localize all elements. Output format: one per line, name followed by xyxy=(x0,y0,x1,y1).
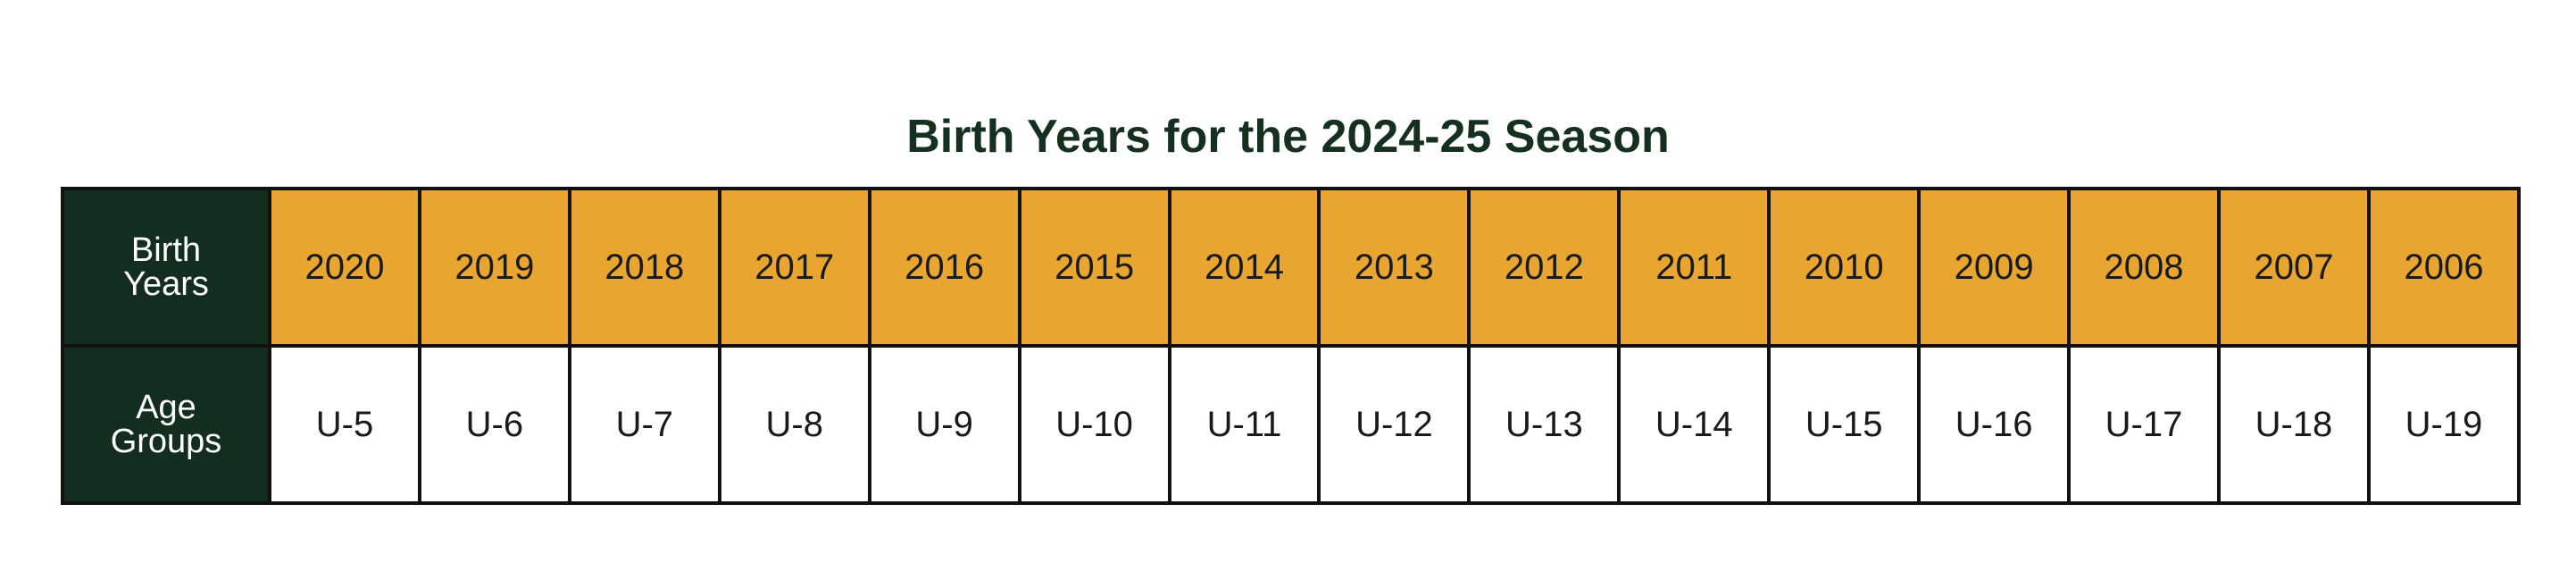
year-cell: 2010 xyxy=(1767,187,1922,348)
birth-years-table: Birth Years 2020 2019 2018 2017 2016 201… xyxy=(61,187,2522,505)
year-cell: 2009 xyxy=(1917,187,2072,348)
year-cell: 2007 xyxy=(2216,187,2371,348)
age-group-cell: U-18 xyxy=(2216,344,2371,505)
year-cell: 2018 xyxy=(567,187,721,348)
year-cell: 2011 xyxy=(1617,187,1772,348)
age-group-cell: U-5 xyxy=(268,344,421,505)
age-group-cell: U-16 xyxy=(1917,344,2072,505)
page-title: Birth Years for the 2024-25 Season xyxy=(906,110,1670,163)
age-group-cell: U-12 xyxy=(1317,344,1471,505)
birth-years-row: Birth Years 2020 2019 2018 2017 2016 201… xyxy=(61,187,2522,348)
year-cell: 2019 xyxy=(417,187,571,348)
year-cell: 2006 xyxy=(2366,187,2522,348)
year-cell: 2015 xyxy=(1017,187,1171,348)
age-groups-header: Age Groups xyxy=(61,344,271,505)
age-group-cell: U-6 xyxy=(417,344,571,505)
year-cell: 2014 xyxy=(1167,187,1321,348)
year-cell: 2020 xyxy=(268,187,421,348)
year-cell: 2013 xyxy=(1317,187,1471,348)
age-group-cell: U-13 xyxy=(1467,344,1621,505)
birth-years-header: Birth Years xyxy=(61,187,271,348)
age-groups-row: Age Groups U-5 U-6 U-7 U-8 U-9 U-10 U-11… xyxy=(61,344,2522,505)
age-group-cell: U-8 xyxy=(717,344,871,505)
year-cell: 2012 xyxy=(1467,187,1621,348)
age-groups-header-label: Age Groups xyxy=(110,389,222,460)
age-group-cell: U-10 xyxy=(1017,344,1171,505)
age-group-cell: U-19 xyxy=(2366,344,2522,505)
age-group-cell: U-15 xyxy=(1767,344,1922,505)
year-cell: 2017 xyxy=(717,187,871,348)
age-group-cell: U-17 xyxy=(2067,344,2221,505)
year-cell: 2008 xyxy=(2067,187,2221,348)
age-group-cell: U-11 xyxy=(1167,344,1321,505)
age-group-cell: U-7 xyxy=(567,344,721,505)
year-cell: 2016 xyxy=(867,187,1021,348)
age-group-cell: U-9 xyxy=(867,344,1021,505)
age-group-cell: U-14 xyxy=(1617,344,1772,505)
birth-years-header-label: Birth Years xyxy=(123,231,209,303)
